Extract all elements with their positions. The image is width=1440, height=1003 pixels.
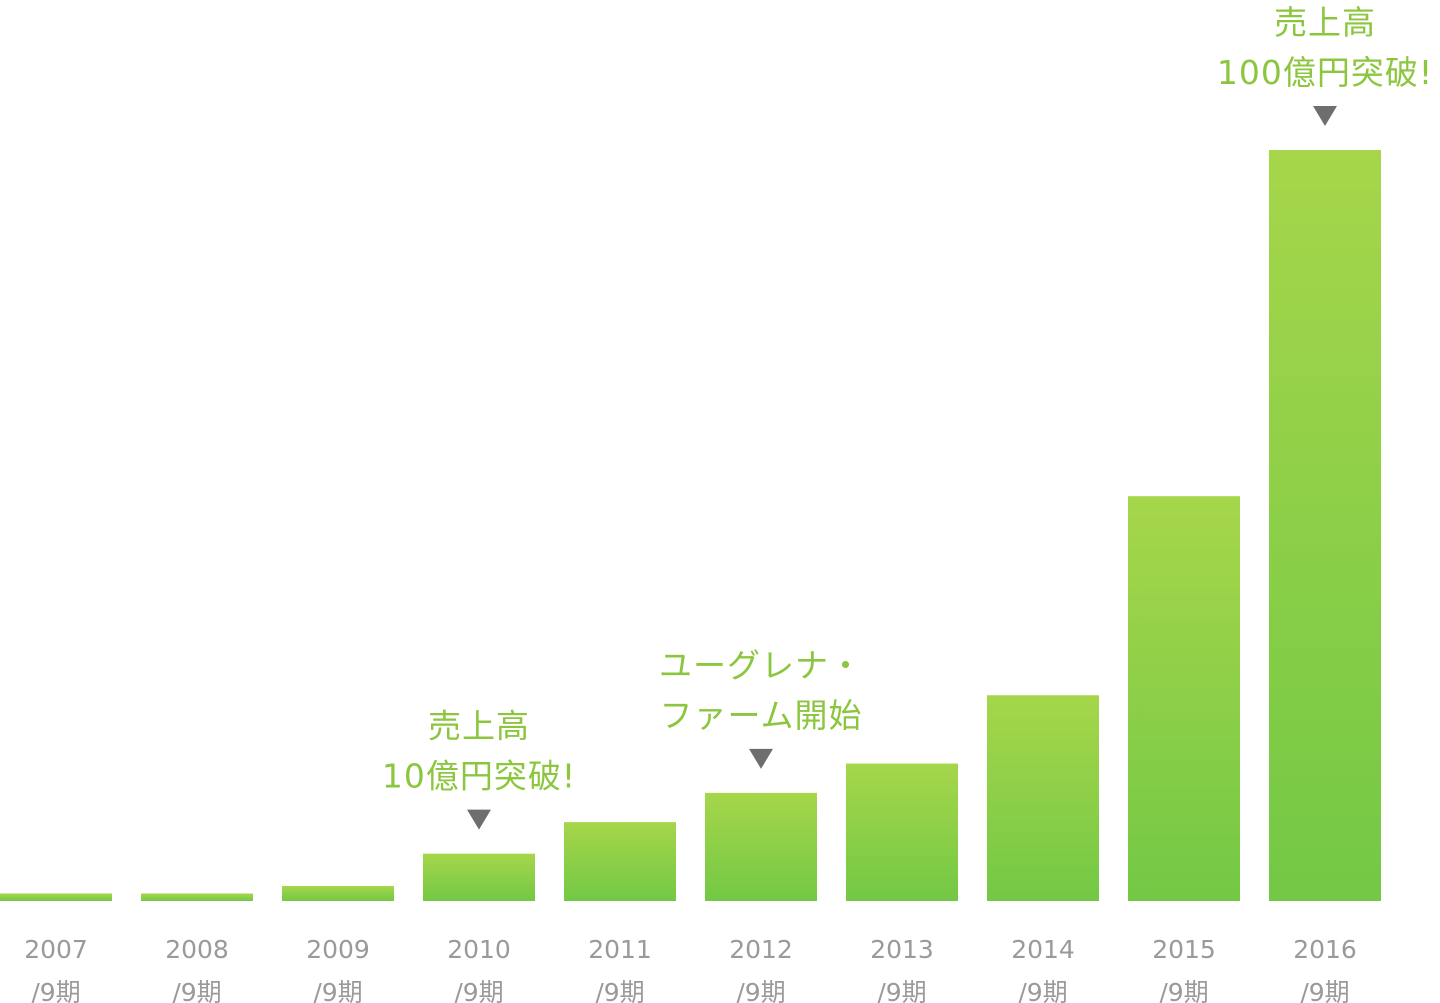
x-tick-label-2011-period: /9期 (595, 978, 644, 1003)
x-tick-label-2014-period: /9期 (1018, 978, 1067, 1003)
bar-2015 (1128, 496, 1240, 901)
x-tick-label-2010-year: 2010 (447, 935, 511, 964)
annotation-marker-2 (749, 748, 773, 769)
annotation-1-line-1: 売上高 (428, 707, 530, 746)
x-tick-label-2015-period: /9期 (1159, 978, 1208, 1003)
bar-2010 (423, 853, 535, 901)
x-tick-label-2016-period: /9期 (1300, 978, 1349, 1003)
x-tick-label-2016-year: 2016 (1293, 935, 1357, 964)
x-tick-label-2015-year: 2015 (1152, 935, 1216, 964)
annotations-layer: 売上高 10億円突破! ユーグレナ・ファーム開始 売上高 100億円突破! (382, 3, 1433, 796)
x-tick-label-2009-year: 2009 (306, 935, 370, 964)
x-tick-label-2008-period: /9期 (172, 978, 221, 1003)
annotation-1-line-2: 10億円突破! (382, 757, 576, 796)
annotation-marker-1 (467, 809, 491, 830)
x-tick-label-2010-period: /9期 (454, 978, 503, 1003)
annotation-marker-3 (1313, 106, 1337, 126)
x-tick-label-2013-year: 2013 (870, 935, 934, 964)
bar-2008 (141, 893, 253, 901)
bar-2016 (1269, 150, 1381, 901)
bar-2013 (846, 763, 958, 901)
x-tick-label-2012-period: /9期 (736, 978, 785, 1003)
bar-2009 (282, 885, 394, 901)
bar-2007 (0, 893, 112, 901)
x-axis-tick-labels: 2007/9期 2008/9期 2009/9期 2010/9期 2011/9期 2012 /… (24, 935, 1357, 1003)
annotation-3-line-1: 売上高 (1274, 3, 1376, 42)
x-tick-label-2012-year: 2012 (729, 935, 793, 964)
bars-layer (0, 150, 1381, 901)
bar-2011 (564, 822, 676, 901)
x-tick-label-2008-year: 2008 (165, 935, 229, 964)
bar-2014 (987, 695, 1099, 901)
x-tick-label-2007-period: /9期 (31, 978, 80, 1003)
x-tick-label-2014-year: 2014 (1011, 935, 1075, 964)
annotation-3-line-2: 100億円突破! (1217, 53, 1433, 92)
bar-2012 (705, 792, 817, 901)
annotation-2-line-1: ユーグレナ・ (659, 646, 863, 685)
x-tick-label-2013-period: /9期 (877, 978, 926, 1003)
annotation-markers-layer (467, 106, 1337, 830)
annotation-2-line-2: ファーム開始 (659, 696, 862, 735)
x-tick-label-2007-year: 2007 (24, 935, 88, 964)
x-tick-label-2011-year: 2011 (588, 935, 652, 964)
x-tick-label-2009-period: /9期 (313, 978, 362, 1003)
